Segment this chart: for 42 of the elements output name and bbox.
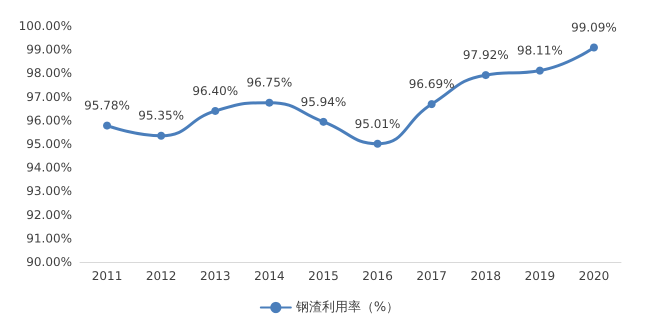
x-tick-label: 2020 bbox=[578, 269, 610, 283]
x-tick-label: 2013 bbox=[200, 269, 231, 283]
y-tick-label: 92.00% bbox=[26, 208, 72, 222]
data-label: 96.75% bbox=[246, 76, 292, 90]
x-tick-label: 2018 bbox=[470, 269, 502, 283]
legend-label: 钢渣利用率（%） bbox=[294, 299, 400, 315]
y-tick-label: 97.00% bbox=[26, 90, 72, 104]
point bbox=[482, 71, 490, 80]
y-tick-label: 95.00% bbox=[26, 137, 72, 151]
data-label: 95.01% bbox=[354, 116, 400, 131]
point bbox=[211, 106, 220, 115]
point bbox=[536, 66, 544, 75]
y-tick-label: 93.00% bbox=[26, 184, 72, 198]
data-label: 99.09% bbox=[571, 20, 617, 34]
x-tick-label: 2012 bbox=[146, 269, 176, 283]
point bbox=[265, 98, 274, 107]
data-label: 95.94% bbox=[300, 94, 346, 109]
x-tick-label: 2014 bbox=[254, 269, 285, 283]
point bbox=[319, 118, 328, 126]
data-label: 95.78% bbox=[84, 98, 130, 113]
point bbox=[374, 140, 382, 148]
y-tick-label: 94.00% bbox=[26, 160, 72, 175]
x-tick-label: 2017 bbox=[416, 269, 447, 283]
data-label: 96.69% bbox=[408, 77, 455, 92]
data-label: 97.92% bbox=[462, 48, 509, 62]
x-tick-label: 2015 bbox=[308, 269, 339, 283]
y-tick-label: 100.00% bbox=[18, 19, 72, 33]
y-tick-label: 90.00% bbox=[26, 255, 72, 269]
point bbox=[157, 132, 166, 140]
data-label: 98.11% bbox=[516, 44, 563, 58]
point bbox=[590, 43, 598, 52]
data-label: 95.35% bbox=[138, 108, 184, 123]
data-label: 96.40% bbox=[192, 84, 238, 98]
x-tick-label: 2016 bbox=[362, 269, 393, 283]
x-tick-label: 2019 bbox=[524, 269, 556, 283]
point bbox=[428, 100, 436, 108]
y-tick-label: 91.00% bbox=[26, 231, 72, 246]
point bbox=[103, 122, 112, 130]
y-tick-label: 96.00% bbox=[26, 113, 72, 128]
y-tick-label: 98.00% bbox=[26, 66, 72, 80]
y-tick-label: 99.00% bbox=[26, 42, 72, 57]
x-tick-label: 2011 bbox=[92, 269, 122, 283]
